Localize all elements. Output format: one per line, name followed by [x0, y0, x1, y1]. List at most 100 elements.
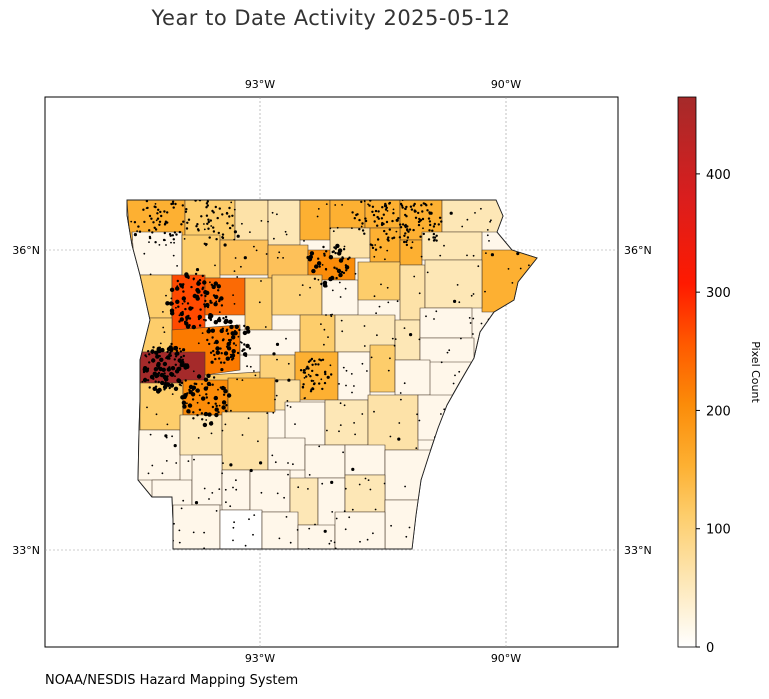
- fire-detection-point: [254, 374, 257, 377]
- fire-detection-point: [145, 355, 148, 358]
- fire-detection-point: [247, 417, 250, 420]
- fire-detection-point: [398, 236, 402, 239]
- fire-detection-point: [195, 382, 198, 386]
- fire-detection-point: [413, 202, 416, 206]
- fire-detection-point: [340, 270, 344, 274]
- fire-detection-point: [203, 411, 209, 417]
- fire-detection-point: [219, 347, 222, 350]
- fire-detection-point: [323, 252, 326, 255]
- fire-detection-point: [149, 273, 152, 276]
- fire-detection-point: [317, 278, 320, 281]
- fire-detection-point: [201, 332, 204, 334]
- fire-detection-point: [166, 211, 169, 214]
- fire-detection-point: [164, 239, 166, 242]
- fire-detection-point: [235, 479, 237, 482]
- fire-detection-point: [173, 358, 176, 361]
- fire-detection-point: [229, 338, 232, 342]
- fire-detection-point: [225, 345, 229, 348]
- fire-detection-point: [528, 264, 530, 267]
- fire-detection-point: [376, 238, 380, 241]
- fire-detection-point: [156, 212, 159, 215]
- fire-detection-point: [228, 226, 232, 230]
- fire-detection-point: [440, 220, 443, 223]
- fire-detection-point: [387, 301, 390, 304]
- fire-detection-point: [245, 325, 250, 331]
- fire-detection-point: [364, 477, 367, 480]
- fire-detection-point: [179, 317, 184, 322]
- fire-detection-point: [175, 233, 178, 236]
- fire-detection-point: [217, 411, 220, 414]
- fire-detection-point: [154, 203, 157, 205]
- fire-detection-point: [410, 208, 414, 211]
- fire-detection-point: [408, 526, 411, 529]
- fire-detection-point: [203, 223, 205, 225]
- fire-detection-point: [176, 367, 179, 370]
- fire-detection-point: [339, 402, 342, 405]
- fire-detection-point: [313, 359, 316, 363]
- county-marion: [267, 200, 301, 246]
- fire-detection-point: [317, 257, 320, 260]
- fire-detection-point: [163, 231, 166, 235]
- fire-detection-point: [226, 393, 232, 398]
- fire-detection-point: [301, 284, 304, 286]
- county-columbia: [261, 511, 299, 549]
- fire-detection-point: [209, 301, 212, 304]
- fire-detection-point: [249, 468, 253, 473]
- fire-detection-point: [170, 297, 173, 300]
- fire-detection-point: [321, 482, 324, 485]
- fire-detection-point: [197, 280, 200, 283]
- fire-detection-point: [312, 380, 315, 382]
- fire-detection-point: [186, 302, 190, 305]
- fire-detection-point: [335, 276, 338, 280]
- fire-detection-point: [424, 202, 427, 206]
- fire-detection-point: [215, 350, 220, 355]
- fire-detection-point: [305, 367, 308, 370]
- fire-detection-point: [395, 218, 399, 222]
- fire-detection-point: [187, 460, 190, 462]
- fire-detection-point: [255, 249, 258, 252]
- fire-detection-point: [430, 203, 433, 206]
- fire-detection-point: [309, 375, 312, 378]
- fire-detection-point: [413, 275, 416, 278]
- fire-detection-point: [213, 353, 216, 357]
- fire-detection-point: [171, 202, 175, 205]
- fire-detection-point: [223, 361, 226, 364]
- fire-detection-point: [192, 370, 195, 373]
- fire-detection-point: [192, 278, 195, 281]
- fire-detection-point: [228, 215, 231, 218]
- fire-detection-point: [162, 384, 168, 390]
- fire-detection-point: [211, 209, 214, 213]
- fire-detection-point: [361, 413, 364, 415]
- fire-detection-point: [145, 200, 149, 203]
- fire-detection-point: [149, 433, 152, 436]
- fire-detection-point: [228, 319, 233, 324]
- fire-detection-point: [253, 245, 255, 248]
- fire-detection-point: [151, 231, 154, 234]
- fire-detection-point: [374, 209, 378, 213]
- fire-detection-point: [418, 217, 421, 221]
- fire-detection-point: [332, 230, 335, 233]
- fire-detection-point: [309, 251, 315, 256]
- fire-detection-point: [199, 308, 202, 311]
- fire-detection-point: [229, 353, 232, 356]
- fire-detection-point: [344, 287, 347, 290]
- fire-detection-point: [387, 369, 390, 372]
- fire-detection-point: [302, 383, 305, 386]
- fire-detection-point: [208, 498, 210, 500]
- fire-detection-point: [206, 373, 211, 378]
- fire-detection-point: [156, 363, 161, 368]
- fire-detection-point: [310, 357, 314, 361]
- fire-detection-point: [224, 315, 228, 319]
- fire-detection-point: [184, 379, 187, 382]
- fire-detection-point: [391, 219, 394, 223]
- fire-detection-point: [150, 376, 153, 379]
- fire-detection-point: [323, 381, 327, 385]
- fire-detection-point: [133, 221, 137, 224]
- lon-tick-bottom-90: 90°W: [491, 652, 521, 665]
- county-clay: [441, 200, 506, 233]
- fire-detection-point: [212, 230, 216, 233]
- fire-detection-point: [324, 372, 327, 376]
- fire-detection-point: [404, 485, 406, 488]
- fire-detection-point: [351, 211, 354, 214]
- fire-detection-point: [415, 447, 418, 449]
